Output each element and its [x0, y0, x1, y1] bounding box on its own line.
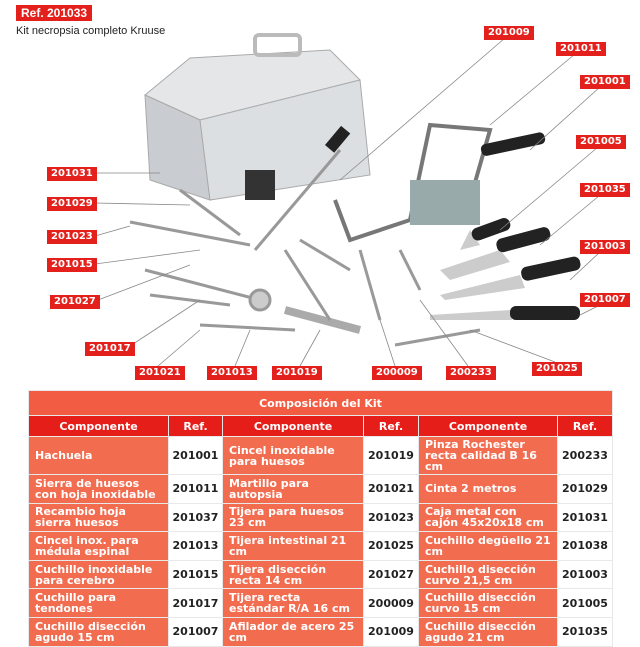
column-header-componente: Componente	[28, 415, 169, 437]
component-cell: Martillo para autopsia	[222, 474, 364, 504]
table-row: Cuchillo para tendones 201017 Tijera recta…	[28, 588, 613, 618]
table-row: Recambio hoja sierra huesos 201037 Tijera …	[28, 502, 613, 533]
callout-201021: 201021	[135, 366, 185, 380]
callout-201017: 201017	[85, 342, 135, 356]
instruments	[129, 125, 481, 347]
ref-cell: 200009	[363, 588, 419, 618]
callout-201035: 201035	[580, 183, 630, 197]
callout-201029: 201029	[47, 197, 97, 211]
callout-201023: 201023	[47, 230, 97, 244]
component-cell: Cuchillo disección agudo 21 cm	[418, 616, 558, 647]
ref-cell: 201011	[168, 474, 223, 504]
callout-201019: 201019	[272, 366, 322, 380]
callout-201013: 201013	[207, 366, 257, 380]
bone-saw	[333, 122, 493, 243]
component-cell: Cuchillo degüello 21 cm	[418, 531, 558, 561]
component-cell: Recambio hoja sierra huesos	[28, 502, 169, 533]
component-cell: Tijera recta estándar R/A 16 cm	[222, 588, 364, 618]
table-header-row: Componente Ref. Componente Ref. Componente Re…	[28, 415, 613, 437]
ref-cell: 201021	[363, 474, 419, 504]
component-cell: Hachuela	[28, 436, 169, 475]
ref-cell: 201003	[557, 559, 613, 590]
table-row: Sierra de huesos con hoja inoxidable 2010…	[28, 474, 613, 504]
table-row: Hachuela 201001 Cincel inoxidable para hue…	[28, 436, 613, 475]
component-cell: Cuchillo para tendones	[28, 588, 169, 618]
component-cell: Caja metal con cajón 45x20x18 cm	[418, 502, 558, 533]
table-row: Cincel inox. para médula espinal 201013 Ti…	[28, 531, 613, 561]
column-header-componente: Componente	[222, 415, 364, 437]
component-cell: Cincel inoxidable para huesos	[222, 436, 364, 475]
component-cell: Pinza Rochester recta calidad B 16 cm	[418, 436, 558, 475]
column-header-ref: Ref.	[363, 415, 419, 437]
ref-cell: 201027	[363, 559, 419, 590]
component-cell: Afilador de acero 25 cm	[222, 616, 364, 647]
ref-cell: 201023	[363, 502, 419, 533]
ref-cell: 201035	[557, 616, 613, 647]
table-row: Cuchillo inoxidable para cerebro 201015 Ti…	[28, 559, 613, 590]
callout-201025: 201025	[532, 362, 582, 376]
ref-cell: 201001	[168, 436, 223, 475]
ref-cell: 201009	[363, 616, 419, 647]
callout-201005: 201005	[576, 135, 626, 149]
ref-cell: 201015	[168, 559, 223, 590]
ref-cell: 201005	[557, 588, 613, 618]
component-cell: Cuchillo disección curvo 15 cm	[418, 588, 558, 618]
component-cell: Cuchillo disección curvo 21,5 cm	[418, 559, 558, 590]
component-cell: Sierra de huesos con hoja inoxidable	[28, 474, 169, 504]
component-cell: Cuchillo disección agudo 15 cm	[28, 616, 169, 647]
callout-201003: 201003	[580, 240, 630, 254]
callout-201001: 201001	[580, 75, 630, 89]
ref-cell: 201037	[168, 502, 223, 533]
ref-cell: 200233	[557, 436, 613, 475]
component-cell: Cinta 2 metros	[418, 474, 558, 504]
ref-cell: 201031	[557, 502, 613, 533]
ref-cell: 201007	[168, 616, 223, 647]
callout-200009: 200009	[372, 366, 422, 380]
table-title: Composición del Kit	[28, 390, 613, 416]
callout-201007: 201007	[580, 293, 630, 307]
callout-201015: 201015	[47, 258, 97, 272]
ref-cell: 201025	[363, 531, 419, 561]
knives	[410, 132, 581, 320]
component-cell: Tijera intestinal 21 cm	[222, 531, 364, 561]
product-title: Kit necropsia completo Kruuse	[16, 25, 166, 37]
column-header-componente: Componente	[418, 415, 558, 437]
kit-product-photo	[94, 33, 601, 367]
ref-cell: 201019	[363, 436, 419, 475]
callout-201011: 201011	[556, 42, 606, 56]
component-cell: Tijera para huesos 23 cm	[222, 502, 364, 533]
ref-cell: 201013	[168, 531, 223, 561]
ref-cell: 201017	[168, 588, 223, 618]
table-row: Cuchillo disección agudo 15 cm 201007 Afil…	[28, 616, 613, 647]
metal-toolbox	[144, 33, 371, 201]
ref-cell: 201029	[557, 474, 613, 504]
callout-200233: 200233	[446, 366, 496, 380]
component-cell: Cincel inox. para médula espinal	[28, 531, 169, 561]
component-cell: Cuchillo inoxidable para cerebro	[28, 559, 169, 590]
callout-leader-lines	[94, 37, 601, 367]
component-cell: Tijera disección recta 14 cm	[222, 559, 364, 590]
ref-cell: 201038	[557, 531, 613, 561]
callout-201031: 201031	[47, 167, 97, 181]
column-header-ref: Ref.	[557, 415, 613, 437]
kit-composition-table: Composición del Kit Componente Ref. Compon…	[28, 390, 613, 647]
product-ref-badge: Ref. 201033	[16, 5, 93, 21]
callout-201009: 201009	[484, 26, 534, 40]
column-header-ref: Ref.	[168, 415, 223, 437]
callout-201027: 201027	[50, 295, 100, 309]
